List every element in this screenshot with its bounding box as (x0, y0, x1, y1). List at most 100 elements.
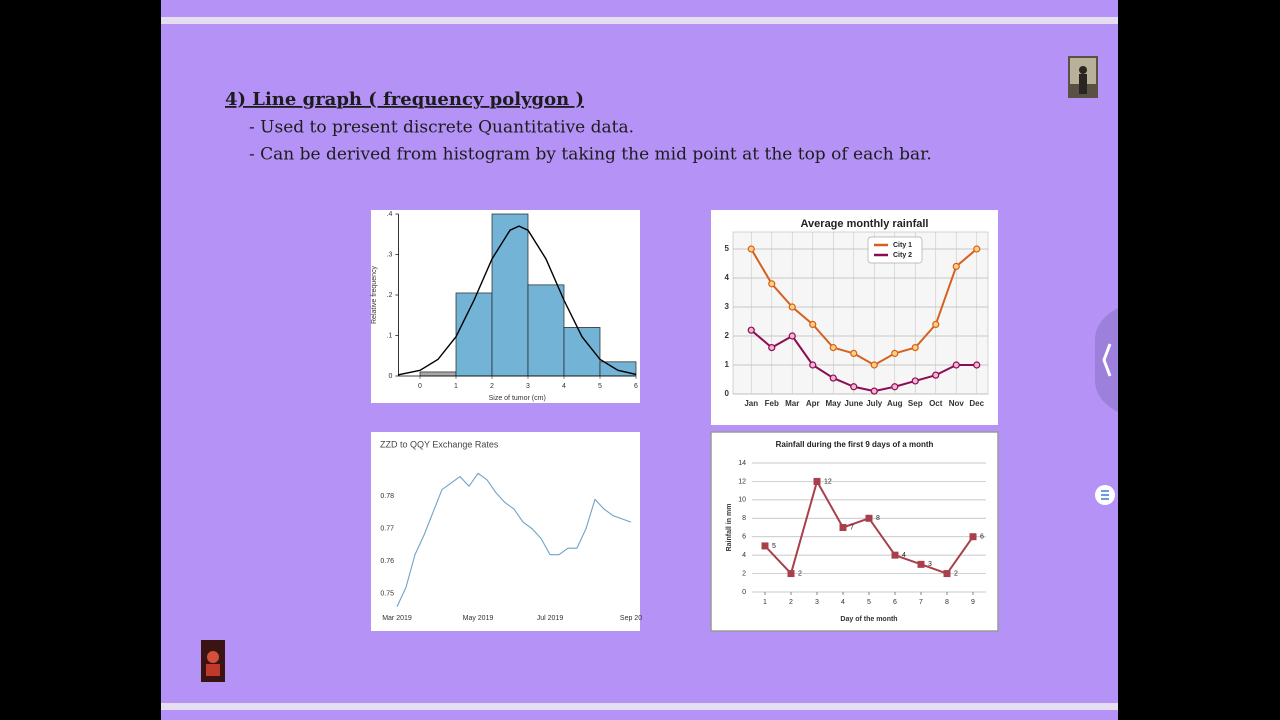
y-tick-label: 2 (725, 331, 730, 340)
x-tick-label: Apr (806, 399, 820, 408)
chart-panel (710, 431, 999, 632)
point-marker (829, 374, 837, 382)
y-axis-label: Relative frequency (371, 266, 378, 324)
data-label: 8 (876, 515, 880, 522)
y-tick-label: .1 (387, 332, 393, 339)
slide-title: 4) Line graph ( frequency polygon ) (225, 89, 584, 110)
histogram-bar (491, 213, 529, 377)
y-tick-label: 0.76 (380, 558, 394, 565)
x-tick-label: 1 (454, 383, 458, 390)
side-panel-toggle[interactable] (1095, 308, 1118, 412)
y-tick-label: .2 (387, 292, 393, 299)
legend-box (867, 236, 923, 264)
y-tick-label: 0 (742, 589, 746, 596)
y-tick-label: 6 (742, 534, 746, 541)
series-line (750, 329, 977, 393)
x-tick-label: Mar (785, 399, 799, 408)
data-label: 5 (772, 543, 776, 550)
x-tick-label: 2 (490, 383, 494, 390)
x-tick-label: Jul 2019 (537, 615, 564, 622)
x-tick-label: 3 (526, 383, 530, 390)
x-tick-label: Jan (744, 399, 758, 408)
point-marker (747, 245, 755, 253)
y-tick-label: 4 (725, 273, 730, 282)
x-tick-label: 3 (815, 599, 819, 606)
point-marker (809, 361, 817, 369)
avatar-icon (201, 640, 225, 682)
point-marker (911, 377, 919, 385)
y-tick-label: .4 (387, 211, 393, 218)
data-label: 7 (850, 524, 854, 531)
point-marker (747, 326, 755, 334)
x-tick-label: Dec (969, 399, 984, 408)
x-tick-label: Mar 2019 (382, 615, 412, 622)
data-label: 12 (824, 478, 832, 485)
histogram-bar (419, 371, 457, 377)
x-tick-label: 5 (867, 599, 871, 606)
point-marker (788, 332, 796, 340)
y-tick-label: 12 (738, 478, 746, 485)
data-label: 2 (954, 570, 958, 577)
data-label: 2 (798, 570, 802, 577)
point-marker (952, 361, 960, 369)
y-tick-label: 1 (725, 360, 730, 369)
bottom-strip (161, 703, 1118, 710)
point-marker (973, 245, 981, 253)
y-tick-label: 0.75 (380, 591, 394, 598)
point-marker (932, 371, 940, 379)
point-marker (932, 320, 940, 328)
top-strip (161, 17, 1118, 24)
chart-title: Average monthly rainfall (801, 218, 929, 230)
x-tick-label: Feb (765, 399, 779, 408)
point-marker (850, 383, 858, 391)
avatar-icon (1068, 56, 1098, 98)
histogram-bar (527, 284, 565, 377)
point-marker (788, 303, 796, 311)
point-marker (809, 320, 817, 328)
x-tick-label: June (844, 399, 863, 408)
x-tick-label: Aug (887, 399, 903, 408)
bullet: - Can be derived from histogram by takin… (249, 145, 932, 165)
x-tick-label: Sep (908, 399, 923, 408)
legend-label: City 2 (893, 252, 912, 259)
point-marker (943, 570, 951, 578)
x-tick-label: 1 (763, 599, 767, 606)
data-label: 4 (902, 552, 906, 559)
point-marker (870, 387, 878, 395)
point-marker (911, 344, 919, 352)
point-marker (829, 344, 837, 352)
x-tick-label: May (825, 399, 841, 408)
menu-button[interactable] (1095, 485, 1115, 505)
y-tick-label: 2 (742, 570, 746, 577)
x-tick-label: 5 (598, 383, 602, 390)
x-tick-label: Nov (949, 399, 965, 408)
point-marker (768, 280, 776, 288)
point-marker (973, 361, 981, 369)
y-tick-label: 3 (725, 302, 730, 311)
series-line (750, 248, 978, 366)
x-axis-label: Day of the month (840, 616, 897, 623)
point-marker (917, 560, 925, 568)
x-tick-label: May 2019 (463, 615, 494, 622)
x-tick-label: 9 (971, 599, 975, 606)
point-marker (891, 383, 899, 391)
y-tick-label: 10 (738, 497, 746, 504)
point-marker (952, 262, 960, 270)
point-marker (891, 349, 899, 357)
x-tick-label: July (866, 399, 883, 408)
point-marker (870, 361, 878, 369)
point-marker (787, 570, 795, 578)
data-label: 6 (980, 534, 984, 541)
x-tick-label: 6 (634, 383, 638, 390)
point-marker (768, 344, 776, 352)
y-tick-label: 0.78 (380, 493, 394, 500)
y-tick-label: 8 (742, 515, 746, 522)
x-tick-label: Oct (929, 399, 943, 408)
chart-title: Rainfall during the first 9 days of a mo… (776, 440, 934, 449)
plot-area (732, 231, 989, 395)
chart-title: ZZD to QQY Exchange Rates (380, 439, 499, 449)
x-tick-label: 8 (945, 599, 949, 606)
x-tick-label: 7 (919, 599, 923, 606)
